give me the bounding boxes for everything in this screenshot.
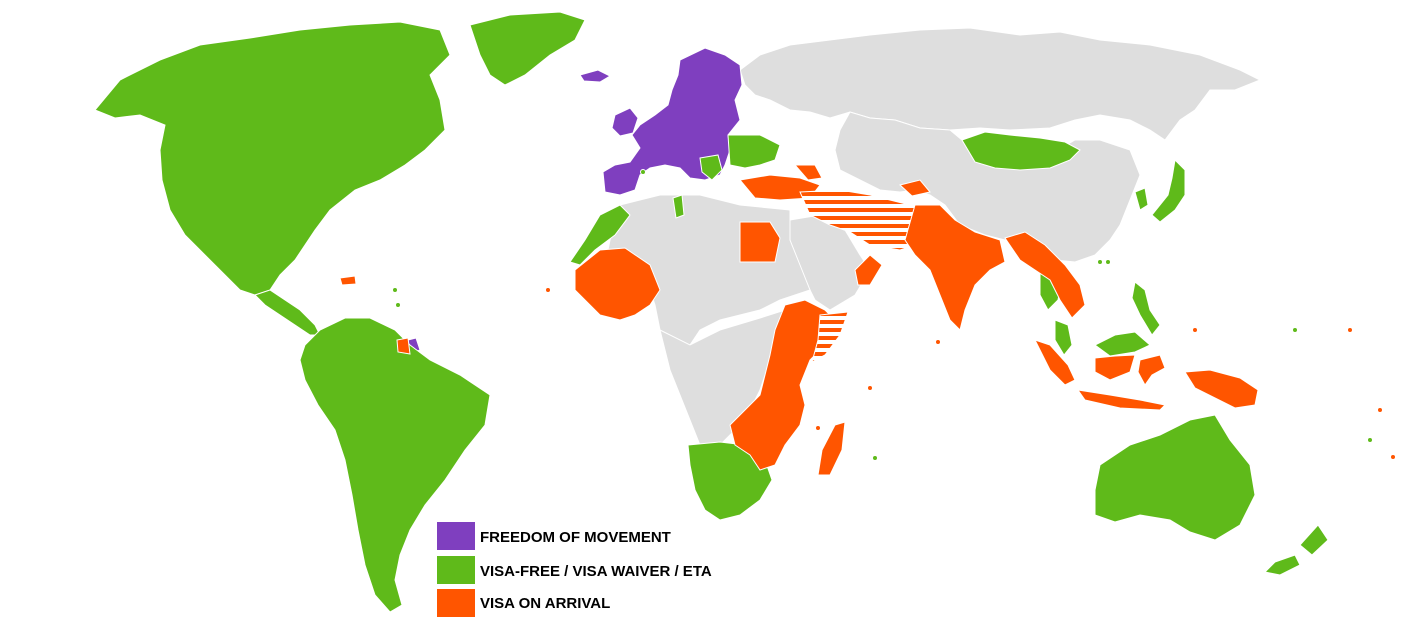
oman-region bbox=[854, 254, 883, 286]
new-zealand-region bbox=[1299, 524, 1329, 556]
island-marker bbox=[867, 385, 873, 391]
south-america-region bbox=[299, 317, 491, 613]
island-marker bbox=[1367, 437, 1373, 443]
mongolia-region bbox=[961, 131, 1081, 171]
somalia-hatched-region bbox=[811, 311, 849, 363]
island-marker bbox=[1390, 454, 1396, 460]
suriname-region bbox=[396, 337, 411, 355]
tunisia-region bbox=[672, 194, 685, 219]
egypt-region bbox=[739, 221, 781, 263]
island-marker bbox=[872, 455, 878, 461]
malaysia-region bbox=[1054, 319, 1073, 356]
visa-on-arrival-regions bbox=[339, 164, 1396, 476]
island-marker bbox=[1192, 327, 1198, 333]
legend: FREEDOM OF MOVEMENT VISA-FREE / VISA WAI… bbox=[437, 522, 712, 617]
island-marker bbox=[1377, 407, 1383, 413]
balkans-region bbox=[699, 154, 723, 181]
legend-label-visa-free: VISA-FREE / VISA WAIVER / ETA bbox=[480, 563, 712, 580]
legend-swatch-freedom bbox=[437, 522, 475, 550]
indochina-region bbox=[1004, 231, 1086, 319]
borneo-malaysia-region bbox=[1094, 331, 1151, 357]
indonesia-java-region bbox=[1076, 389, 1167, 411]
legend-item-visa-free: VISA-FREE / VISA WAIVER / ETA bbox=[437, 556, 712, 584]
legend-item-freedom: FREEDOM OF MOVEMENT bbox=[437, 522, 671, 550]
uk-freedom-region bbox=[611, 107, 639, 137]
island-marker bbox=[935, 339, 941, 345]
island-marker bbox=[1292, 327, 1298, 333]
ukraine-region bbox=[727, 134, 781, 169]
visa-free-regions bbox=[94, 11, 1373, 613]
japan-region bbox=[1151, 158, 1186, 223]
legend-swatch-arrival bbox=[437, 589, 475, 617]
north-america-region bbox=[94, 21, 451, 296]
caribbean-region bbox=[339, 275, 357, 286]
indonesia-sulawesi-region bbox=[1137, 354, 1166, 386]
india-region bbox=[904, 204, 1006, 331]
morocco-region bbox=[569, 204, 631, 266]
island-marker bbox=[1347, 327, 1353, 333]
island-marker bbox=[1097, 259, 1103, 265]
legend-label-arrival: VISA ON ARRIVAL bbox=[480, 595, 610, 612]
island-marker bbox=[395, 302, 401, 308]
island-marker bbox=[815, 425, 821, 431]
greenland-region bbox=[469, 11, 586, 86]
caucasus-region bbox=[793, 164, 823, 181]
legend-label-freedom: FREEDOM OF MOVEMENT bbox=[480, 529, 671, 546]
island-marker bbox=[545, 287, 551, 293]
west-africa-region bbox=[574, 247, 661, 321]
indonesia-sumatra-region bbox=[1034, 339, 1076, 386]
island-marker bbox=[392, 287, 398, 293]
korea-region bbox=[1134, 187, 1149, 211]
new-zealand-south-region bbox=[1263, 554, 1301, 576]
island-marker bbox=[1105, 259, 1111, 265]
russia-region bbox=[739, 27, 1262, 141]
philippines-region bbox=[1131, 281, 1161, 336]
island-marker bbox=[640, 169, 646, 175]
central-america-region bbox=[254, 289, 321, 336]
iceland-freedom-region bbox=[579, 69, 612, 83]
madagascar-region bbox=[817, 421, 846, 476]
australia-region bbox=[1094, 414, 1256, 541]
tajik-region bbox=[898, 179, 931, 197]
legend-item-arrival: VISA ON ARRIVAL bbox=[437, 589, 610, 617]
legend-swatch-visa-free bbox=[437, 556, 475, 584]
new-guinea-region bbox=[1184, 369, 1259, 409]
no-access-regions bbox=[604, 27, 1262, 446]
indonesia-borneo-region bbox=[1094, 354, 1136, 381]
